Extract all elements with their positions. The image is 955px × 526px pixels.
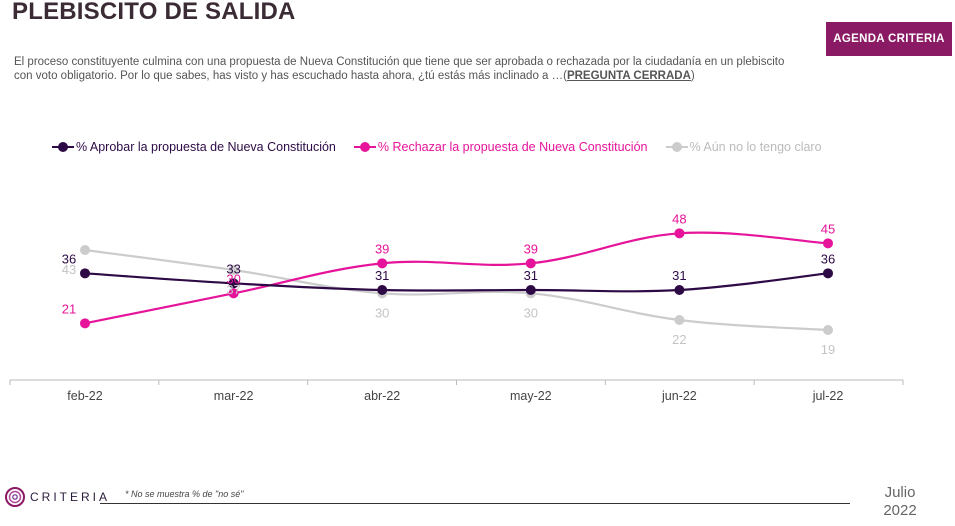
footnote: * No se muestra % de "no sé" <box>125 489 244 499</box>
legend-item-aprobar: % Aprobar la propuesta de Nueva Constitu… <box>52 140 336 154</box>
series-line <box>84 272 829 293</box>
legend-label-no-claro: % Aún no lo tengo claro <box>689 140 822 154</box>
data-point <box>823 268 833 279</box>
data-point <box>377 258 388 269</box>
agenda-criteria-badge: AGENDA CRITERIA <box>826 22 952 56</box>
data-label: 39 <box>375 241 389 256</box>
x-tick-label: abr-22 <box>364 389 400 403</box>
legend-swatch-rechazar <box>353 141 376 153</box>
data-label: 21 <box>62 301 76 316</box>
data-point <box>674 228 685 239</box>
legend-swatch-aprobar <box>52 141 74 153</box>
data-point <box>80 245 90 255</box>
data-label: 30 <box>375 305 389 320</box>
data-point <box>228 265 239 275</box>
data-point <box>228 288 239 299</box>
series-line <box>84 248 829 332</box>
report-year: 2022 <box>883 502 917 519</box>
question-type-label: PREGUNTA CERRADA <box>566 70 691 82</box>
legend-item-rechazar: % Rechazar la propuesta de Nueva Constit… <box>353 140 648 154</box>
legend-swatch-no-claro <box>665 141 688 153</box>
question-text: El proceso constituyente culmina con una… <box>14 55 804 83</box>
data-label: 30 <box>524 305 538 320</box>
criteria-logo: CRITERIA <box>4 486 110 508</box>
data-label: 30 <box>226 271 240 286</box>
x-tick-label: jul-22 <box>812 389 844 403</box>
footer-divider <box>100 503 850 504</box>
criteria-logo-icon <box>5 487 25 507</box>
criteria-logo-text: CRITERIA <box>30 490 111 504</box>
x-tick-label: jun-22 <box>661 389 697 403</box>
question-end: ) <box>690 70 695 82</box>
data-label: 19 <box>821 342 835 357</box>
data-point <box>80 318 90 329</box>
report-date: Julio 2022 <box>872 484 928 520</box>
data-point <box>674 315 685 325</box>
data-label: 43 <box>62 262 76 277</box>
question-body: El proceso constituyente culmina con una… <box>14 56 785 82</box>
legend-item-no-claro: % Aún no lo tengo claro <box>665 140 822 154</box>
data-point <box>377 285 388 295</box>
chart-legend: % Aprobar la propuesta de Nueva Constitu… <box>52 138 840 156</box>
x-tick-label: feb-22 <box>67 389 102 403</box>
data-label: 36 <box>821 251 835 266</box>
data-point <box>525 285 536 295</box>
data-label: 31 <box>524 268 538 283</box>
legend-label-aprobar: % Aprobar la propuesta de Nueva Constitu… <box>76 140 336 154</box>
data-label: 31 <box>375 268 389 283</box>
x-tick-label: mar-22 <box>214 389 254 403</box>
data-label: 45 <box>821 221 835 236</box>
data-label: 31 <box>672 268 686 283</box>
data-point <box>674 285 685 295</box>
data-label: 48 <box>672 211 686 226</box>
data-point <box>80 268 90 279</box>
report-month: Julio <box>884 484 916 501</box>
page-title: PLEBISCITO DE SALIDA <box>12 0 296 25</box>
data-label: 36 <box>62 251 76 266</box>
data-point <box>525 258 536 269</box>
data-label: 37 <box>226 282 240 297</box>
data-point <box>228 278 239 289</box>
legend-label-rechazar: % Rechazar la propuesta de Nueva Constit… <box>377 140 648 154</box>
data-point <box>823 325 833 335</box>
data-label: 39 <box>524 241 538 256</box>
series-line <box>84 231 829 325</box>
data-label: 22 <box>672 332 686 347</box>
x-tick-label: may-22 <box>510 389 552 403</box>
data-label: 33 <box>226 261 240 276</box>
data-point <box>823 238 833 249</box>
